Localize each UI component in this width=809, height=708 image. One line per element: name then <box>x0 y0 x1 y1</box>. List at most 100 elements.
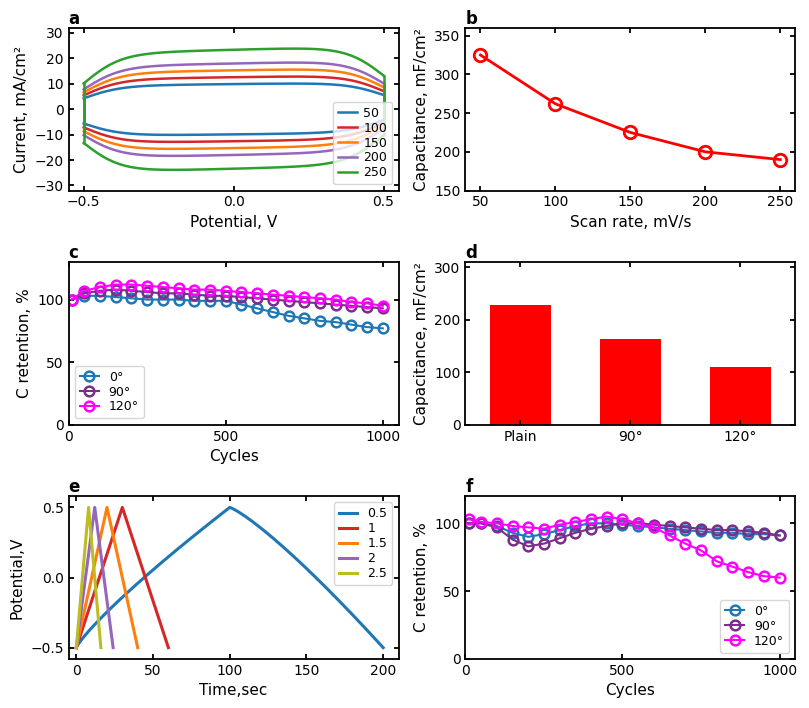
50 <box>379 116 388 125</box>
0° <box>649 523 659 532</box>
90° <box>67 295 77 304</box>
1.5 <box>133 644 142 652</box>
X-axis label: Time,sec: Time,sec <box>199 683 268 698</box>
0° <box>759 530 769 538</box>
90° <box>362 303 372 312</box>
Line: 0.5: 0.5 <box>76 508 383 648</box>
90° <box>205 292 215 300</box>
Text: b: b <box>465 10 477 28</box>
2 <box>97 556 107 564</box>
90° <box>378 304 388 313</box>
250 <box>370 137 379 146</box>
0° <box>602 519 612 527</box>
0° <box>189 297 199 305</box>
90° <box>775 531 785 539</box>
0.5 <box>282 547 292 555</box>
2 <box>87 530 96 538</box>
120° <box>189 285 199 294</box>
0° <box>268 308 277 316</box>
100 <box>370 122 379 131</box>
0° <box>617 520 627 529</box>
250 <box>168 166 178 174</box>
120° <box>539 525 549 533</box>
Line: 1: 1 <box>76 508 168 648</box>
1 <box>163 644 173 652</box>
250 <box>379 131 388 139</box>
Legend: 0°, 90°, 120°: 0°, 90°, 120° <box>75 366 144 418</box>
Y-axis label: Capacitance, mF/cm²: Capacitance, mF/cm² <box>413 28 429 190</box>
Line: 1.5: 1.5 <box>76 508 138 648</box>
90° <box>633 519 643 527</box>
90° <box>111 285 121 294</box>
1.5 <box>121 587 130 595</box>
0° <box>697 527 706 536</box>
Line: 250: 250 <box>83 135 383 170</box>
0° <box>221 297 231 305</box>
Line: 50: 50 <box>83 120 383 135</box>
90° <box>759 529 769 537</box>
100 <box>315 135 324 143</box>
150 <box>78 127 88 135</box>
120° <box>111 280 121 289</box>
150 <box>217 144 227 152</box>
50 <box>78 119 88 127</box>
120° <box>477 518 486 526</box>
120° <box>362 299 372 307</box>
90° <box>727 526 737 535</box>
0° <box>79 292 89 300</box>
90° <box>697 525 706 533</box>
120° <box>727 562 737 571</box>
Y-axis label: C retention, %: C retention, % <box>413 523 429 632</box>
Text: c: c <box>69 244 78 262</box>
1.5 <box>78 615 87 623</box>
0° <box>477 519 486 527</box>
120° <box>95 282 105 291</box>
90° <box>665 522 675 530</box>
90° <box>523 542 533 551</box>
Y-axis label: Potential,V: Potential,V <box>10 537 25 619</box>
250 <box>370 138 379 147</box>
Line: 2: 2 <box>76 508 113 648</box>
120° <box>346 298 356 307</box>
0° <box>712 529 722 537</box>
1.5 <box>99 520 108 528</box>
50 <box>315 128 324 137</box>
1 <box>81 615 91 623</box>
2 <box>108 644 118 652</box>
90° <box>602 522 612 530</box>
100 <box>168 137 178 146</box>
X-axis label: Cycles: Cycles <box>605 683 655 698</box>
0.5 <box>196 526 205 535</box>
250 <box>315 160 324 169</box>
200 <box>379 125 388 133</box>
200 <box>94 139 104 148</box>
120° <box>743 568 753 576</box>
Y-axis label: C retention, %: C retention, % <box>17 288 32 398</box>
120° <box>236 288 246 297</box>
120° <box>617 515 627 523</box>
2.5 <box>82 530 91 538</box>
2.5 <box>83 520 92 528</box>
120° <box>680 539 690 548</box>
0° <box>508 529 518 537</box>
0.5 <box>316 578 326 587</box>
90° <box>570 529 580 537</box>
90° <box>477 519 486 527</box>
120° <box>205 285 215 294</box>
0° <box>67 295 77 304</box>
100 <box>370 122 379 131</box>
120° <box>759 572 769 581</box>
90° <box>127 287 137 295</box>
200 <box>225 151 235 159</box>
Bar <box>710 367 770 425</box>
Line: 200: 200 <box>83 129 383 156</box>
Text: d: d <box>465 244 477 262</box>
90° <box>555 534 565 542</box>
1.5 <box>113 556 123 564</box>
120° <box>570 518 580 526</box>
0° <box>362 323 372 331</box>
Line: 2.5: 2.5 <box>76 508 101 648</box>
120° <box>158 282 167 291</box>
250 <box>217 165 227 173</box>
Y-axis label: Current, mA/cm²: Current, mA/cm² <box>14 45 29 173</box>
